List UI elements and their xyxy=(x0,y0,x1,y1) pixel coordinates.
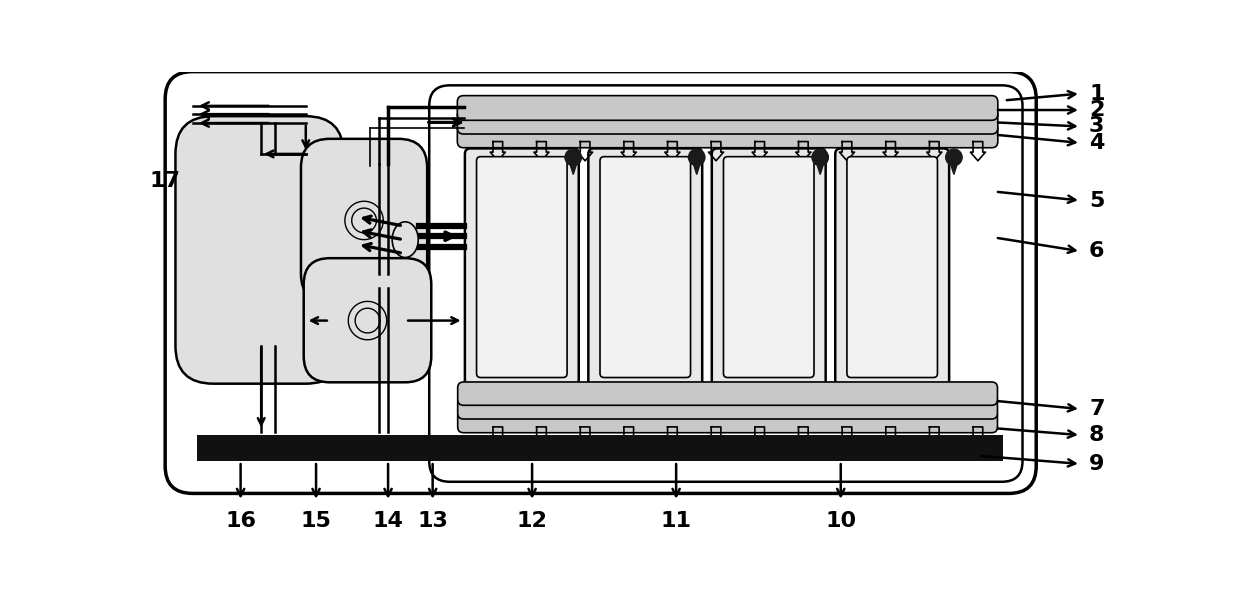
Polygon shape xyxy=(815,159,825,175)
Text: 15: 15 xyxy=(301,510,332,530)
Text: 11: 11 xyxy=(660,510,691,530)
Text: 8: 8 xyxy=(1089,425,1104,445)
FancyBboxPatch shape xyxy=(600,157,690,378)
Circle shape xyxy=(945,149,963,166)
FancyBboxPatch shape xyxy=(457,396,997,419)
FancyBboxPatch shape xyxy=(847,157,938,378)
Bar xyxy=(197,435,1002,461)
FancyBboxPatch shape xyxy=(304,258,431,382)
FancyBboxPatch shape xyxy=(457,109,997,134)
Text: 16: 16 xyxy=(225,510,256,530)
Ellipse shape xyxy=(393,222,419,257)
Text: 17: 17 xyxy=(150,171,181,191)
FancyBboxPatch shape xyxy=(711,149,825,403)
Text: 1: 1 xyxy=(1089,84,1104,104)
FancyBboxPatch shape xyxy=(724,157,814,378)
FancyBboxPatch shape xyxy=(301,139,427,303)
FancyBboxPatch shape xyxy=(835,149,949,403)
FancyBboxPatch shape xyxy=(457,123,997,148)
Text: 9: 9 xyxy=(1089,454,1104,474)
FancyBboxPatch shape xyxy=(589,149,703,403)
FancyBboxPatch shape xyxy=(457,96,997,120)
Text: 7: 7 xyxy=(1089,399,1104,419)
Text: 3: 3 xyxy=(1089,116,1104,136)
Text: 2: 2 xyxy=(1089,100,1104,120)
Circle shape xyxy=(689,149,705,166)
Polygon shape xyxy=(569,159,579,175)
Text: 6: 6 xyxy=(1089,241,1104,261)
FancyBboxPatch shape xyxy=(457,409,997,432)
FancyBboxPatch shape xyxy=(465,149,579,403)
Text: 5: 5 xyxy=(1089,191,1104,211)
Polygon shape xyxy=(949,159,959,175)
Polygon shape xyxy=(691,159,701,175)
Text: 14: 14 xyxy=(373,510,404,530)
Text: 12: 12 xyxy=(517,510,548,530)
Text: 4: 4 xyxy=(1089,133,1104,153)
FancyBboxPatch shape xyxy=(457,382,997,405)
Circle shape xyxy=(812,149,829,166)
Text: 10: 10 xyxy=(825,510,856,530)
FancyBboxPatch shape xyxy=(176,116,343,384)
Text: 13: 13 xyxy=(418,510,449,530)
Circle shape xyxy=(565,149,581,166)
FancyBboxPatch shape xyxy=(477,157,567,378)
